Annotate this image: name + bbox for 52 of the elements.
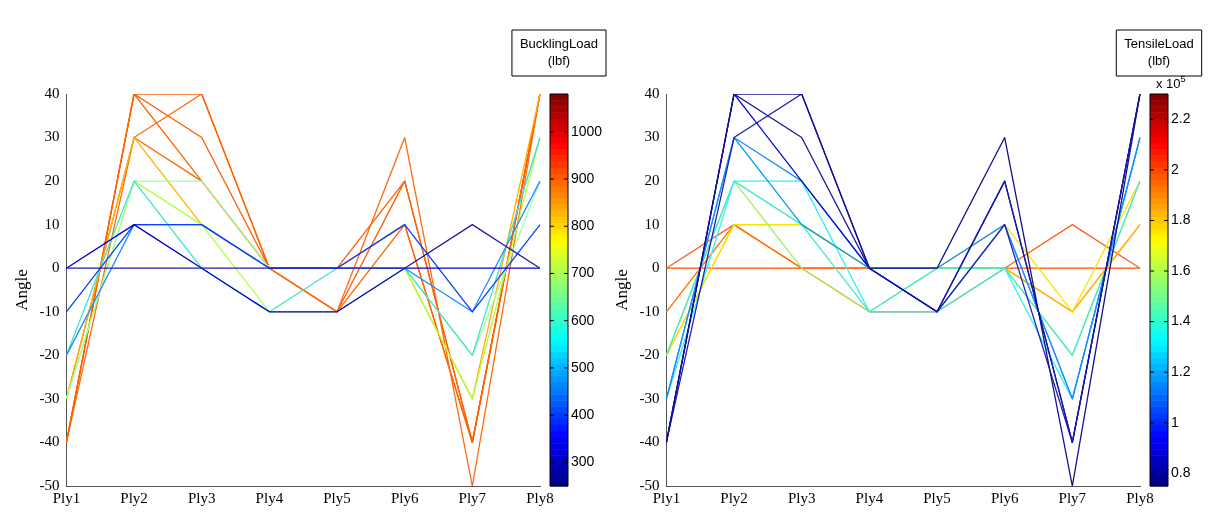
y-tick-label: 10 bbox=[644, 215, 660, 232]
color-bar-label: 1.2 bbox=[1171, 363, 1191, 380]
x-tick-label: Ply4 bbox=[855, 489, 884, 506]
y-tick-label: -10 bbox=[639, 302, 660, 319]
color-bar-label: 1.4 bbox=[1171, 312, 1191, 329]
color-bar-title: TensileLoad (lbf) bbox=[1124, 36, 1194, 69]
y-tick-label: -30 bbox=[639, 389, 660, 406]
x-tick-label: Ply8 bbox=[526, 489, 554, 506]
x-tick-label: Ply6 bbox=[990, 489, 1019, 506]
y-tick-label: 0 bbox=[51, 259, 60, 276]
y-tick-label: 40 bbox=[644, 84, 660, 101]
y-tick-label: -40 bbox=[39, 433, 60, 450]
y-tick-label: -30 bbox=[39, 389, 60, 406]
color-bar-label: 1 bbox=[1171, 413, 1179, 430]
y-tick-label: 10 bbox=[44, 215, 60, 232]
color-bar-label: 2 bbox=[1171, 160, 1179, 177]
y-tick-label: -10 bbox=[39, 302, 60, 319]
y-axis-title: Angle bbox=[11, 269, 31, 311]
x-tick-label: Ply6 bbox=[390, 489, 419, 506]
x-tick-label: Ply7 bbox=[458, 489, 487, 506]
x-tick-label: Ply3 bbox=[187, 489, 216, 506]
x-tick-label: Ply2 bbox=[720, 489, 748, 506]
x-tick-label: Ply4 bbox=[255, 489, 284, 506]
color-bar-label: 800 bbox=[571, 217, 595, 234]
color-bar-label: 1000 bbox=[571, 122, 603, 139]
color-bar-title: BucklingLoad (lbf) bbox=[519, 36, 598, 69]
y-tick-label: 30 bbox=[644, 128, 660, 145]
x-tick-label: Ply7 bbox=[1058, 489, 1087, 506]
x-tick-label: Ply5 bbox=[323, 489, 351, 506]
color-bar-label: 700 bbox=[571, 264, 595, 281]
color-bar-label: 1.8 bbox=[1171, 211, 1191, 228]
x-tick-label: Ply2 bbox=[120, 489, 148, 506]
color-bar-label: 600 bbox=[571, 311, 595, 328]
color-bar-label: 2.2 bbox=[1171, 110, 1191, 127]
y-tick-label: 40 bbox=[44, 84, 60, 101]
color-bar-label: 0.8 bbox=[1171, 464, 1191, 481]
y-tick-label: 20 bbox=[44, 172, 60, 189]
y-tick-label: -20 bbox=[39, 346, 60, 363]
color-bar-label: 300 bbox=[571, 453, 595, 470]
color-bar-label: 500 bbox=[571, 358, 595, 375]
x-tick-label: Ply5 bbox=[923, 489, 951, 506]
x-tick-label: Ply8 bbox=[1126, 489, 1154, 506]
color-bar-label: 1.6 bbox=[1171, 261, 1191, 278]
y-tick-label: -20 bbox=[639, 346, 660, 363]
color-bar-label: 400 bbox=[571, 406, 595, 423]
y-tick-label: 0 bbox=[651, 259, 660, 276]
x-tick-label: Ply3 bbox=[787, 489, 816, 506]
y-tick-label: -40 bbox=[639, 433, 660, 450]
y-tick-label: 30 bbox=[44, 128, 60, 145]
color-bar-label: 900 bbox=[571, 169, 595, 186]
y-tick-label: 20 bbox=[644, 172, 660, 189]
y-axis-title: Angle bbox=[611, 269, 631, 311]
